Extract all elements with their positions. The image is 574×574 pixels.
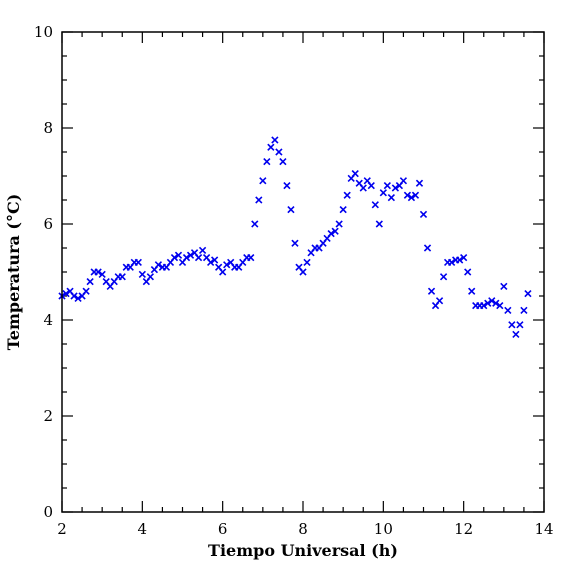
data-point [303, 258, 311, 267]
data-point [516, 321, 524, 329]
data-point [182, 253, 191, 262]
data-point [146, 273, 154, 281]
data-point [299, 268, 307, 276]
data-point [343, 191, 351, 199]
data-point [82, 287, 90, 295]
data-point [379, 189, 387, 197]
data-point [484, 299, 492, 307]
axis-ticks [61, 31, 545, 513]
y-axis-title: Temperatura (°C) [4, 194, 23, 351]
data-point [259, 177, 267, 185]
data-point [186, 251, 195, 259]
data-point [500, 282, 508, 291]
data-point [174, 251, 183, 259]
data-point [391, 184, 400, 192]
data-point [423, 244, 432, 252]
data-point [287, 205, 295, 214]
x-tick-label: 12 [454, 520, 473, 538]
data-point [138, 270, 146, 279]
y-tick-label: 0 [43, 503, 53, 521]
data-point [271, 136, 279, 144]
data-point [94, 268, 102, 276]
x-tick-label: 4 [138, 520, 148, 538]
data-point [415, 179, 424, 187]
data-point [251, 220, 259, 228]
data-point [62, 289, 70, 298]
data-point [291, 239, 299, 247]
x-tick-label: 10 [374, 520, 393, 538]
data-point [86, 277, 94, 286]
data-point [359, 184, 367, 192]
data-point [403, 191, 412, 199]
data-point [275, 148, 283, 156]
data-point [219, 268, 227, 276]
data-point [464, 268, 472, 276]
data-point [496, 301, 504, 310]
data-point [492, 299, 500, 307]
data-point [223, 261, 231, 269]
data-point [339, 205, 347, 214]
data-point [407, 193, 416, 202]
data-point [283, 181, 291, 190]
data-point [327, 229, 335, 238]
data-point [211, 256, 219, 264]
data-points [58, 136, 532, 339]
x-tick-label: 2 [57, 520, 67, 538]
data-point [480, 301, 488, 310]
data-point [194, 253, 203, 262]
data-point [255, 196, 263, 204]
x-tick-label: 14 [534, 520, 553, 538]
data-point [279, 157, 287, 166]
data-point [371, 201, 379, 209]
data-point [460, 253, 468, 262]
y-tick-label: 6 [43, 215, 53, 233]
data-point [524, 289, 532, 298]
data-point [263, 157, 271, 166]
data-point [427, 287, 436, 295]
data-point [351, 169, 359, 178]
data-point [134, 258, 142, 267]
data-point [118, 273, 126, 281]
plot-frame [61, 31, 545, 513]
y-tick-label: 10 [34, 23, 53, 41]
data-point [411, 191, 420, 199]
data-point [504, 306, 512, 315]
y-tick-label: 8 [43, 119, 53, 137]
data-point [247, 253, 255, 262]
x-tick-label: 6 [218, 520, 228, 538]
data-point [98, 270, 106, 279]
data-point [375, 220, 383, 228]
data-point [206, 258, 215, 267]
data-point [198, 246, 207, 255]
data-point [383, 181, 391, 190]
data-point [468, 287, 476, 295]
data-point [520, 306, 528, 315]
data-point [419, 210, 428, 219]
data-point [512, 330, 520, 339]
data-point [367, 181, 375, 190]
data-point [387, 193, 395, 202]
data-point [399, 177, 408, 185]
data-point [335, 220, 343, 228]
y-tick-labels: 0 2 4 6 8 10 [34, 23, 53, 521]
data-point [331, 227, 339, 235]
data-point [70, 292, 78, 300]
data-point [447, 258, 456, 267]
data-point [154, 261, 163, 269]
x-axis-title: Tiempo Universal (h) [208, 541, 398, 560]
y-tick-label: 2 [43, 407, 53, 425]
x-tick-labels: 2 4 6 8 10 12 14 [57, 520, 553, 538]
data-point [267, 143, 275, 151]
data-point [508, 321, 516, 329]
data-point [456, 256, 464, 264]
y-tick-label: 4 [43, 311, 53, 329]
x-tick-label: 8 [298, 520, 308, 538]
data-point [74, 294, 82, 303]
data-point [435, 297, 444, 305]
data-point [488, 297, 496, 305]
data-point [439, 273, 448, 281]
data-point [170, 253, 179, 262]
